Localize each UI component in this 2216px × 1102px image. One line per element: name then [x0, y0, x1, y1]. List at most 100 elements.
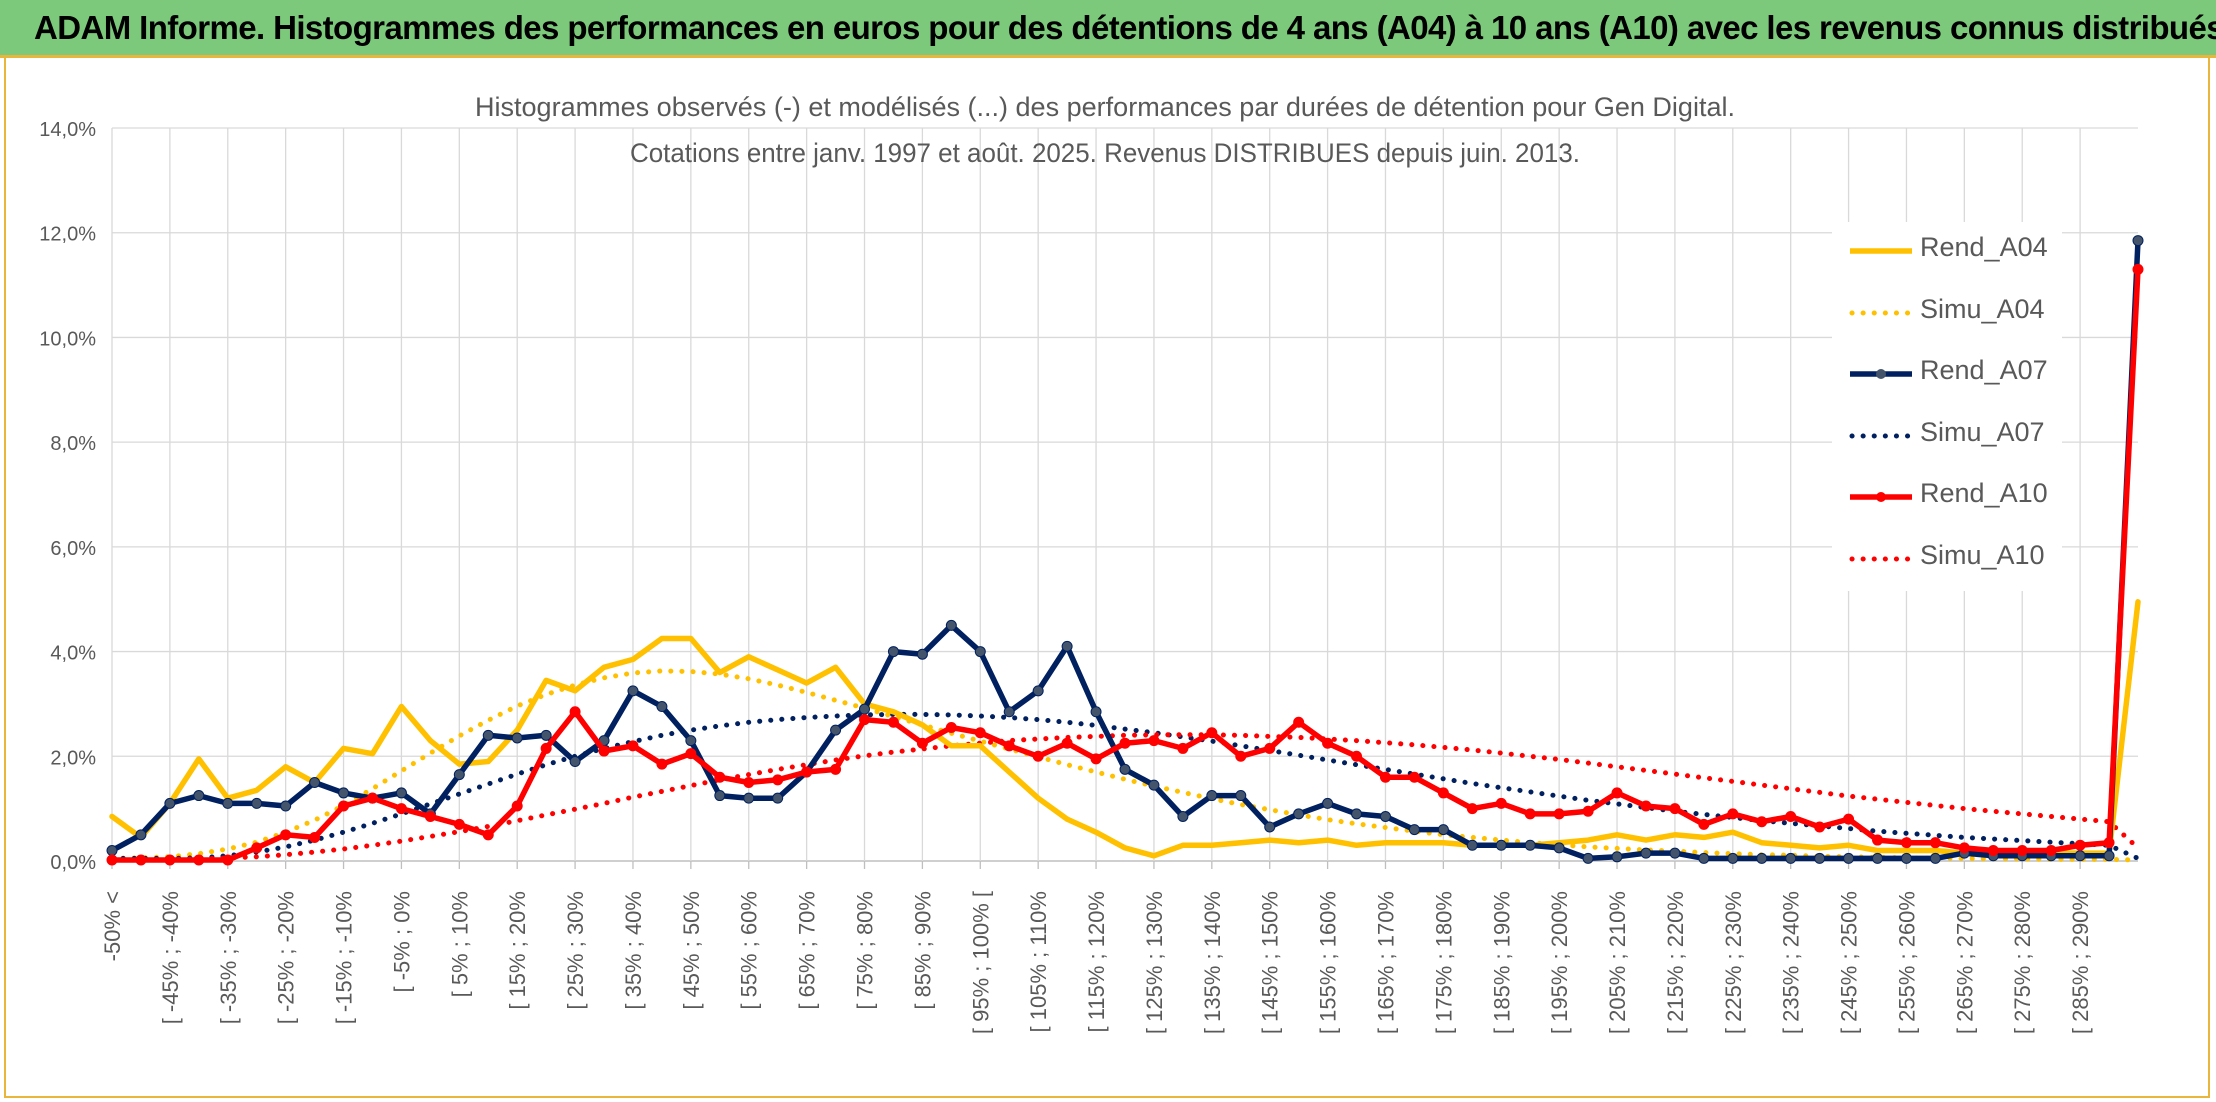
data-point-rend-a10 [2045, 845, 2057, 857]
data-point-rend-a07 [1524, 839, 1536, 851]
data-point-rend-a07 [1090, 706, 1102, 718]
data-point-rend-a10 [1582, 805, 1594, 817]
grid [111, 127, 2138, 869]
data-point-rend-a07 [1177, 810, 1189, 822]
legend-item-simu-a10: Simu_A10 [1832, 530, 2062, 592]
legend-marker [1876, 369, 1886, 379]
x-tick-label: [ -25% ; -20% [274, 891, 299, 1024]
series-line-simu-a04 [109, 668, 2141, 863]
data-point-rend-a10 [945, 721, 957, 733]
data-point-rend-a07 [222, 797, 234, 809]
x-tick-label: [ 245% ; 250% [1837, 891, 1862, 1034]
x-tick-label: [ 145% ; 150% [1258, 891, 1283, 1034]
data-point-rend-a07 [2074, 850, 2086, 862]
data-point-rend-a10 [1119, 737, 1131, 749]
data-point-rend-a07 [2132, 235, 2144, 247]
data-point-rend-a07 [1437, 824, 1449, 836]
x-tick-label: [ 75% ; 80% [853, 891, 878, 1010]
data-point-rend-a10 [540, 742, 552, 754]
data-point-rend-a10 [453, 818, 465, 830]
data-point-rend-a07 [511, 732, 523, 744]
data-point-rend-a10 [2132, 263, 2144, 275]
data-point-rend-a07 [1756, 852, 1768, 864]
data-point-rend-a07 [280, 800, 292, 812]
data-point-rend-a07 [395, 787, 407, 799]
x-tick-label: [ 225% ; 230% [1721, 891, 1746, 1034]
data-point-rend-a07 [859, 703, 871, 715]
data-point-rend-a07 [1495, 839, 1507, 851]
x-tick-label: [ -45% ; -40% [158, 891, 183, 1024]
data-point-rend-a07 [1872, 852, 1884, 864]
data-point-rend-a10 [1032, 750, 1044, 762]
x-tick-label: [ 125% ; 130% [1142, 891, 1167, 1034]
data-point-rend-a10 [511, 800, 523, 812]
data-point-rend-a10 [135, 854, 147, 866]
data-point-rend-a07 [1293, 808, 1305, 820]
data-point-rend-a07 [1553, 842, 1565, 854]
series-line-rend-a04 [109, 599, 2141, 859]
data-point-rend-a07 [1032, 685, 1044, 697]
series-line-simu-a07 [109, 711, 2141, 861]
data-point-rend-a07 [1061, 640, 1073, 652]
data-point-rend-a07 [1148, 779, 1160, 791]
data-point-rend-a07 [714, 790, 726, 802]
data-point-rend-a10 [1322, 737, 1334, 749]
chart-frame [4, 58, 2210, 1098]
y-tick-label: 6,0% [50, 538, 96, 560]
data-point-rend-a07 [251, 797, 263, 809]
data-point-rend-a10 [627, 740, 639, 752]
y-tick-label: 14,0% [39, 119, 96, 141]
data-point-rend-a10 [1756, 816, 1768, 828]
data-point-rend-a10 [1408, 771, 1420, 783]
data-point-rend-a10 [1929, 837, 1941, 849]
legend-swatch [1849, 556, 1914, 561]
data-point-rend-a07 [106, 845, 118, 857]
data-point-rend-a10 [1264, 742, 1276, 754]
data-point-rend-a10 [772, 774, 784, 786]
data-point-rend-a07 [2103, 850, 2115, 862]
x-tick-label: [ 95% ; 100% [ [968, 891, 993, 1034]
legend-item-rend-a04: Rend_A04 [1832, 222, 2062, 284]
x-tick-label: [ 205% ; 210% [1605, 891, 1630, 1034]
data-point-rend-a07 [743, 792, 755, 804]
data-point-rend-a10 [1872, 834, 1884, 846]
data-point-rend-a10 [1466, 803, 1478, 815]
data-point-rend-a07 [1640, 847, 1652, 859]
data-point-rend-a10 [1235, 750, 1247, 762]
data-point-rend-a07 [1843, 852, 1855, 864]
data-point-rend-a10 [1958, 842, 1970, 854]
legend-label: Rend_A10 [1920, 478, 2048, 508]
legend-item-simu-a04: Simu_A04 [1832, 284, 2062, 346]
data-point-rend-a10 [106, 854, 118, 866]
x-tick-label: [ 195% ; 200% [1547, 891, 1572, 1034]
data-point-rend-a07 [1206, 790, 1218, 802]
x-tick-label: [ 165% ; 170% [1373, 891, 1398, 1034]
x-tick-label: [ 255% ; 260% [1894, 891, 1919, 1034]
data-point-rend-a10 [1090, 753, 1102, 765]
data-point-rend-a10 [1524, 808, 1536, 820]
data-point-rend-a07 [1727, 852, 1739, 864]
data-point-rend-a07 [887, 646, 899, 658]
data-point-rend-a07 [974, 646, 986, 658]
data-point-rend-a10 [598, 745, 610, 757]
x-tick-label: [ 45% ; 50% [679, 891, 704, 1010]
data-point-rend-a07 [916, 648, 928, 660]
legend-item-rend-a10: Rend_A10 [1832, 468, 2062, 530]
data-point-rend-a07 [945, 619, 957, 631]
x-tick-label: [ 215% ; 220% [1663, 891, 1688, 1034]
data-point-rend-a10 [1900, 837, 1912, 849]
x-tick-label: -50% < [100, 891, 125, 961]
data-point-rend-a07 [309, 776, 321, 788]
data-point-rend-a07 [772, 792, 784, 804]
data-point-rend-a10 [887, 716, 899, 728]
data-point-rend-a10 [1814, 821, 1826, 833]
data-point-rend-a10 [830, 763, 842, 775]
data-point-rend-a10 [395, 803, 407, 815]
x-axis-ticks: -50% < [ -45% ; -40% [ -35% ; -30% [ -25% ;… [100, 891, 2093, 1034]
data-point-rend-a10 [222, 854, 234, 866]
data-point-rend-a07 [1900, 852, 1912, 864]
data-point-rend-a10 [714, 771, 726, 783]
y-tick-label: 2,0% [50, 747, 96, 769]
y-tick-label: 8,0% [50, 433, 96, 455]
data-point-rend-a10 [685, 748, 697, 760]
